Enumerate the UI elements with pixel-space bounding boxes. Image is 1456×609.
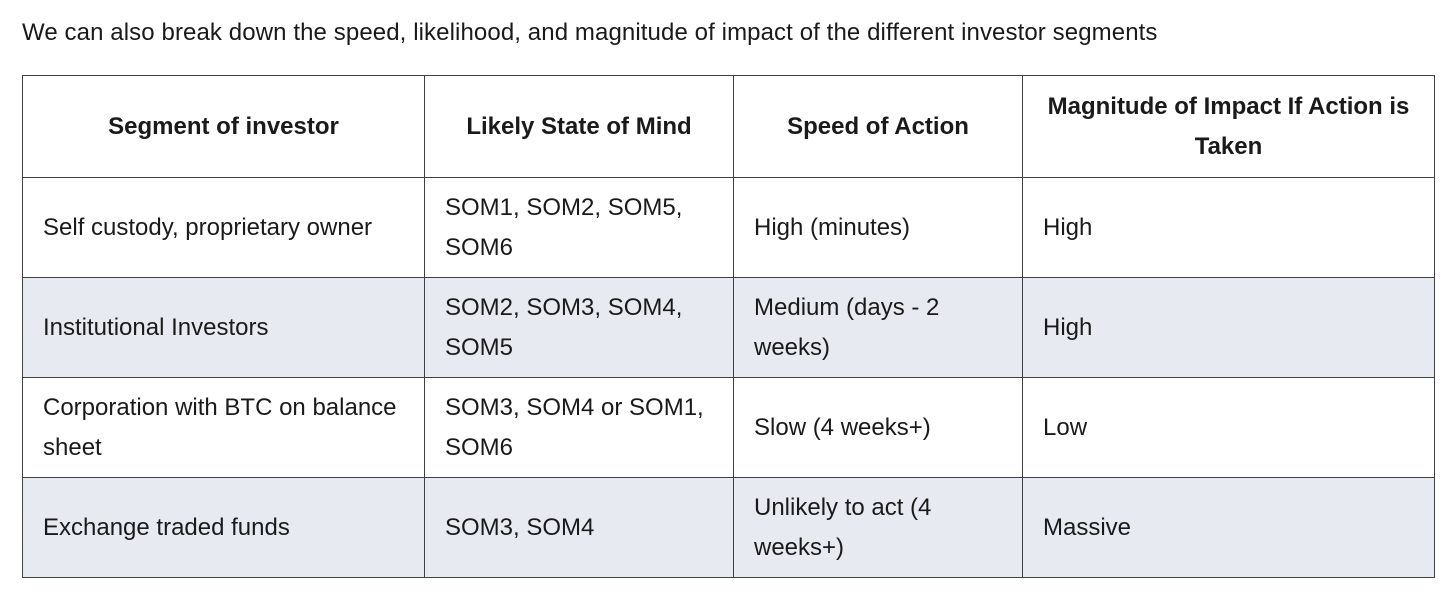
- table-cell: Institutional Investors: [22, 277, 425, 378]
- table-cell: Corporation with BTC on balance sheet: [22, 377, 425, 478]
- table-cell: SOM2, SOM3, SOM4, SOM5: [424, 277, 734, 378]
- table-cell: Low: [1022, 377, 1435, 478]
- table-cell: Unlikely to act (4 weeks+): [733, 477, 1023, 578]
- table-cell: Medium (days - 2 weeks): [733, 277, 1023, 378]
- table-cell: SOM3, SOM4 or SOM1, SOM6: [424, 377, 734, 478]
- table-body: Self custody, proprietary owner SOM1, SO…: [22, 177, 1435, 578]
- table-header: Segment of investor Likely State of Mind…: [22, 75, 1435, 178]
- table-cell: Self custody, proprietary owner: [22, 177, 425, 278]
- table-row: Corporation with BTC on balance sheet SO…: [22, 377, 1435, 478]
- table-row: Self custody, proprietary owner SOM1, SO…: [22, 177, 1435, 278]
- table-cell: Slow (4 weeks+): [733, 377, 1023, 478]
- table-cell: SOM3, SOM4: [424, 477, 734, 578]
- table-cell: SOM1, SOM2, SOM5, SOM6: [424, 177, 734, 278]
- investor-segments-table: Segment of investor Likely State of Mind…: [22, 75, 1435, 578]
- intro-text: We can also break down the speed, likeli…: [22, 19, 1158, 46]
- table-row: Exchange traded funds SOM3, SOM4 Unlikel…: [22, 477, 1435, 578]
- header-cell-segment: Segment of investor: [22, 75, 425, 178]
- table-cell: High: [1022, 177, 1435, 278]
- table-cell: High (minutes): [733, 177, 1023, 278]
- table-row: Institutional Investors SOM2, SOM3, SOM4…: [22, 277, 1435, 378]
- header-cell-state-of-mind: Likely State of Mind: [424, 75, 734, 178]
- table-cell: High: [1022, 277, 1435, 378]
- header-cell-speed: Speed of Action: [733, 75, 1023, 178]
- header-row: Segment of investor Likely State of Mind…: [22, 75, 1435, 178]
- header-cell-magnitude: Magnitude of Impact If Action is Taken: [1022, 75, 1435, 178]
- table-cell: Massive: [1022, 477, 1435, 578]
- table-cell: Exchange traded funds: [22, 477, 425, 578]
